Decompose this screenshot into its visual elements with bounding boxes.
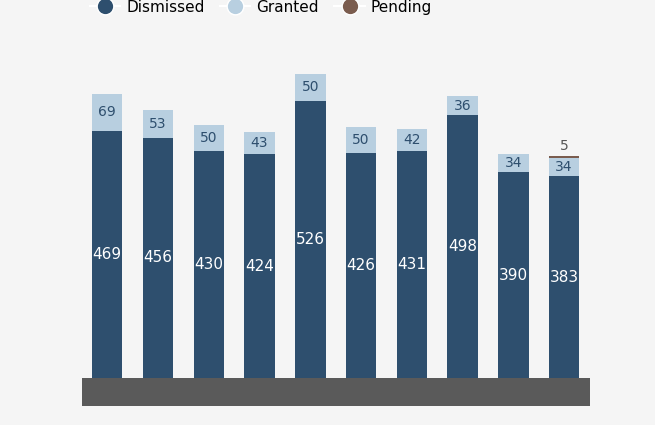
Text: 498: 498 [448, 239, 477, 254]
Bar [143, 138, 173, 378]
Text: 69: 69 [98, 105, 116, 119]
Bar [549, 158, 579, 176]
Bar [92, 131, 122, 378]
Text: 36: 36 [454, 99, 472, 113]
Bar [346, 127, 376, 153]
Bar [396, 129, 427, 151]
Text: 53: 53 [149, 116, 167, 130]
Text: 34: 34 [555, 160, 573, 174]
Bar [447, 116, 477, 378]
Bar [295, 74, 326, 101]
Bar [498, 173, 529, 378]
Text: 456: 456 [143, 250, 172, 265]
Text: 431: 431 [398, 257, 426, 272]
Bar [549, 156, 579, 158]
Bar [194, 125, 224, 151]
Text: 426: 426 [346, 258, 375, 273]
Text: 43: 43 [251, 136, 269, 150]
Text: 50: 50 [301, 80, 319, 94]
Text: 526: 526 [296, 232, 325, 247]
Text: 424: 424 [245, 259, 274, 274]
Bar [143, 110, 173, 138]
Text: 390: 390 [499, 268, 528, 283]
Bar [244, 154, 275, 378]
Bar [244, 132, 275, 154]
Text: 5: 5 [560, 139, 569, 153]
Text: 42: 42 [403, 133, 421, 147]
Text: 383: 383 [550, 270, 578, 285]
Bar [92, 94, 122, 131]
Text: 34: 34 [504, 156, 522, 170]
Bar [498, 154, 529, 173]
Bar [295, 101, 326, 378]
Bar [447, 96, 477, 116]
Legend: Dismissed, Granted, Pending: Dismissed, Granted, Pending [90, 0, 432, 15]
Text: 50: 50 [352, 133, 370, 147]
Text: 430: 430 [195, 257, 223, 272]
Text: 469: 469 [93, 247, 122, 262]
Bar [194, 151, 224, 378]
Bar [549, 176, 579, 378]
Bar [396, 151, 427, 378]
Text: 50: 50 [200, 131, 217, 145]
Bar [346, 153, 376, 378]
